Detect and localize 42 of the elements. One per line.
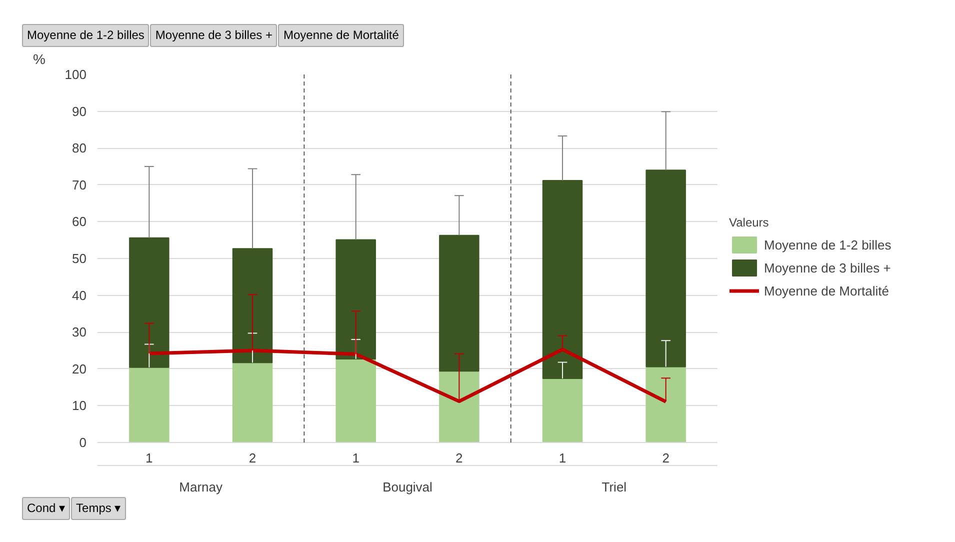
y-tick-label: 100 — [64, 67, 87, 82]
bar — [232, 248, 273, 364]
x-tick-label: 2 — [456, 450, 463, 466]
y-tick-label: 40 — [72, 288, 87, 303]
bar — [439, 234, 480, 372]
bar — [129, 237, 170, 368]
y-axis-title: % — [33, 51, 46, 68]
bar — [336, 239, 376, 360]
y-tick-label: 80 — [72, 140, 87, 156]
y-tick-label: 0 — [79, 435, 87, 450]
bar — [542, 180, 583, 379]
x-tick-label: 2 — [662, 450, 670, 466]
text: Marnay — [179, 480, 224, 494]
text: Bougival — [382, 480, 433, 494]
text: Triel — [602, 480, 627, 494]
legend-title: Valeurs — [729, 216, 770, 230]
bar — [129, 366, 170, 442]
bar — [439, 370, 480, 442]
y-tick-label: 20 — [72, 361, 87, 376]
y-tick-label: 90 — [72, 104, 87, 119]
bar — [336, 358, 376, 442]
x-tick-label: 2 — [248, 450, 256, 466]
y-tick-label: 10 — [72, 398, 87, 414]
legend-label: Moyenne de 3 billes + — [764, 260, 891, 275]
y-tick-label: 50 — [72, 251, 87, 266]
bar — [542, 378, 583, 442]
y-tick-label: 70 — [72, 177, 87, 192]
legend-label: Moyenne de Mortalité — [764, 283, 890, 298]
text: Temps ▾ — [71, 497, 126, 520]
bar — [646, 170, 686, 368]
x-tick-label: 1 — [352, 450, 360, 466]
text: Cond ▾ — [22, 497, 70, 520]
text: Moyenne de 3 billes + — [150, 24, 278, 48]
x-tick-label: 1 — [558, 450, 566, 466]
y-tick-label: 30 — [72, 324, 87, 340]
text: Moyenne de 1-2 billes — [22, 24, 150, 48]
bar — [646, 366, 686, 442]
bar — [232, 362, 273, 442]
legend-label: Moyenne de 1-2 billes — [764, 237, 892, 252]
x-tick-label: 1 — [146, 450, 153, 466]
text: Moyenne de Mortalité — [278, 24, 404, 48]
y-tick-label: 60 — [72, 214, 87, 230]
